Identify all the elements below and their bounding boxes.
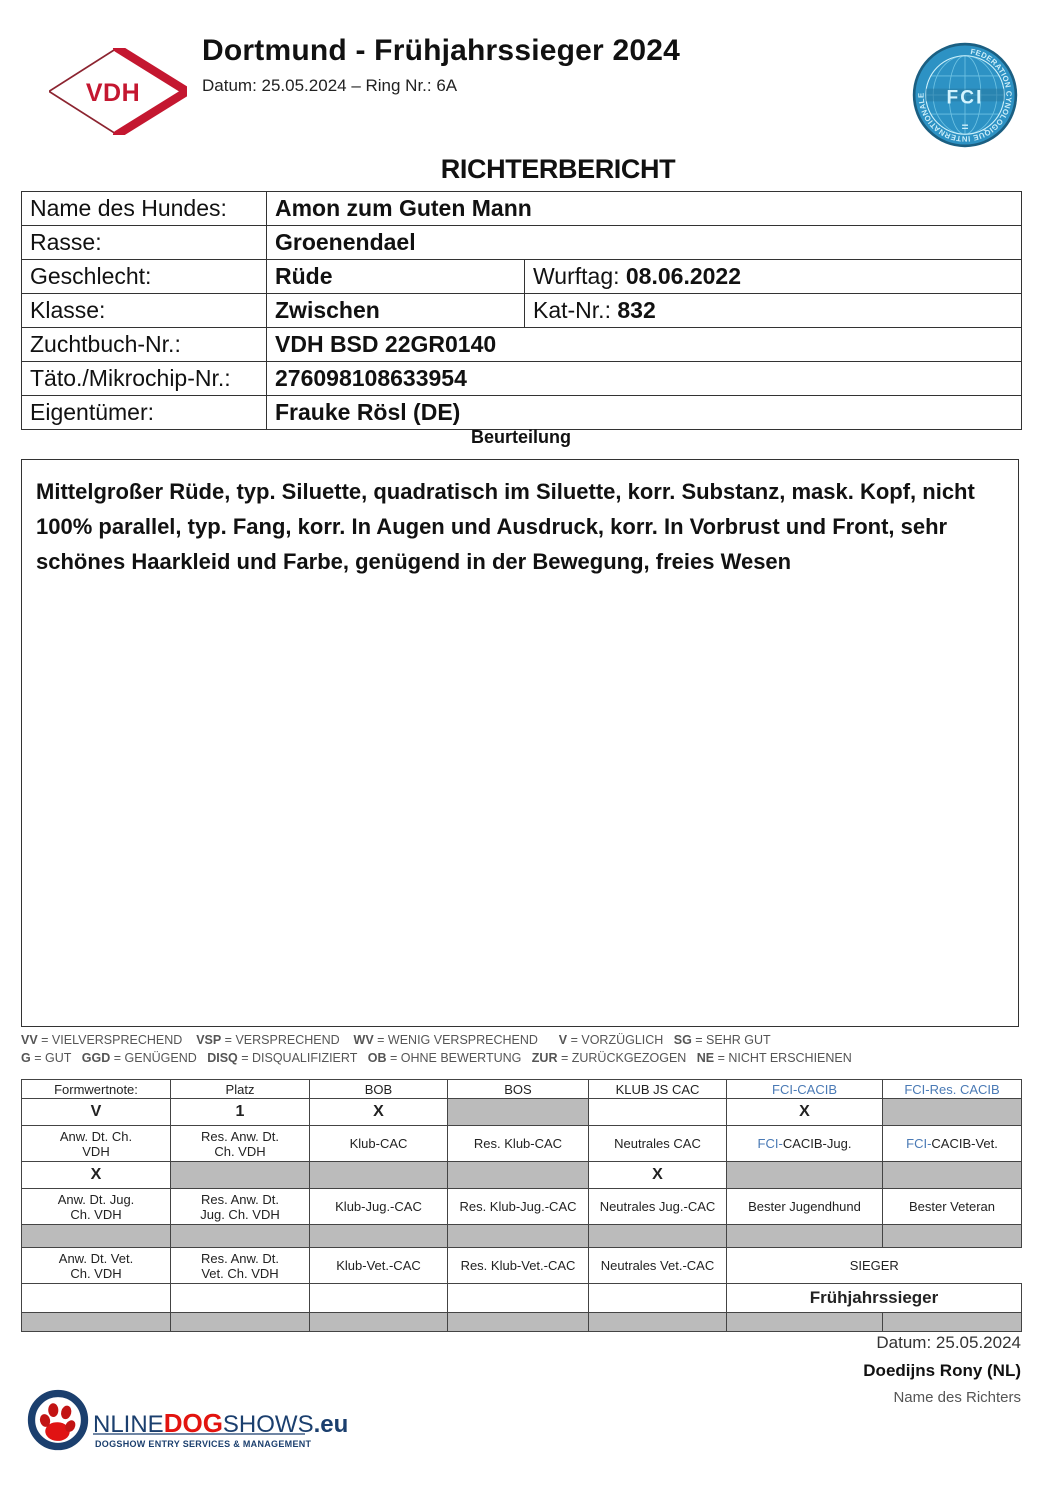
svg-text:DOGSHOW ENTRY SERVICES & MANAG: DOGSHOW ENTRY SERVICES & MANAGEMENT (95, 1439, 312, 1449)
svg-text:FCI: FCI (946, 87, 983, 108)
svg-text:VDH: VDH (85, 79, 139, 107)
svg-text:=: = (962, 121, 969, 134)
